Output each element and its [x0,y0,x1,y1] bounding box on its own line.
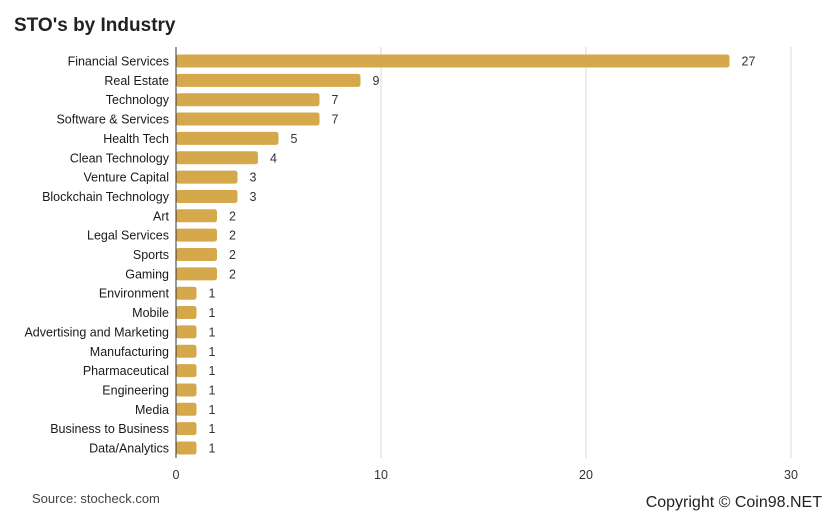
value-label: 1 [209,287,216,301]
bar [176,286,197,300]
bar [176,209,217,223]
category-label: Media [135,403,169,417]
category-label: Sports [133,248,169,262]
category-label: Advertising and Marketing [24,325,169,339]
value-label: 7 [332,93,339,107]
bar [176,402,197,416]
category-label: Software & Services [56,113,169,127]
category-labels: Financial Services Real Estate Technology S… [24,55,169,456]
value-label: 1 [209,364,216,378]
value-label: 27 [742,55,756,69]
bar [176,248,217,261]
value-label: 9 [373,74,380,88]
x-tick-label: 20 [579,468,593,482]
bar [176,364,197,378]
category-label: Mobile [132,306,169,320]
category-label: Real Estate [104,74,169,88]
value-label: 1 [209,442,216,456]
bar [176,306,197,320]
bar [176,73,361,87]
copyright-note: Copyright © Coin98.NET [646,494,823,511]
x-tick-label: 30 [784,468,798,482]
bar [176,344,197,358]
value-label: 2 [229,209,236,223]
category-label: Data/Analytics [89,442,169,456]
category-label: Business to Business [50,422,169,436]
category-label: Manufacturing [90,345,169,359]
bar [176,131,279,145]
category-label: Health Tech [103,132,169,146]
value-label: 1 [209,325,216,339]
category-label: Venture Capital [84,171,169,185]
category-label: Blockchain Technology [42,190,170,204]
value-label: 2 [229,229,236,243]
value-label: 7 [332,113,339,127]
bar [176,267,217,281]
bar [176,151,258,165]
x-tick-label: 0 [173,468,180,482]
category-label: Art [153,209,170,223]
category-label: Technology [106,93,170,107]
category-label: Clean Technology [70,151,170,165]
category-label: Pharmaceutical [83,364,169,378]
value-label: 1 [209,383,216,397]
value-label: 2 [229,267,236,281]
value-label: 1 [209,306,216,320]
bar [176,383,197,397]
bar [176,422,197,436]
bar [176,325,197,339]
category-label: Gaming [125,267,169,281]
value-label: 5 [291,132,298,146]
chart-title: STO's by Industry [14,15,176,36]
bar [176,54,730,68]
value-label: 1 [209,403,216,417]
value-label: 4 [270,151,277,165]
gridlines [380,47,792,458]
bar [176,170,238,184]
bars [176,54,730,455]
category-label: Environment [99,287,170,301]
bar [176,228,217,242]
bar [176,112,320,126]
value-label: 2 [229,248,236,262]
value-label: 1 [209,345,216,359]
category-label: Financial Services [68,55,169,69]
category-label: Legal Services [87,229,169,243]
source-note: Source: stocheck.com [32,491,160,506]
x-axis-ticks: 0 10 20 30 [173,468,798,482]
value-label: 3 [250,190,257,204]
bar [176,441,197,455]
category-label: Engineering [102,383,169,397]
value-label: 3 [250,171,257,185]
x-tick-label: 10 [374,468,388,482]
bar [176,93,320,107]
bar [176,189,238,203]
value-label: 1 [209,422,216,436]
